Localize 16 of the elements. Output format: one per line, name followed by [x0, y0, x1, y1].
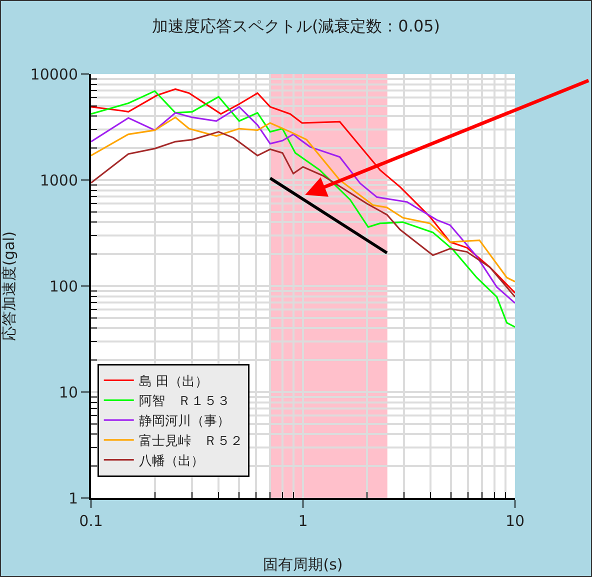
- legend-label: 島 田（出）: [138, 374, 208, 390]
- y-tick-label: 100: [49, 277, 78, 296]
- legend-label: 静岡河川（事）: [138, 414, 230, 430]
- y-tick-label: 1: [68, 489, 78, 508]
- x-axis-title: 固有周期(s): [263, 556, 343, 574]
- y-axis-title: 応答加速度(gal): [0, 231, 18, 341]
- x-tick-label: 1: [298, 512, 308, 530]
- chart-title: 加速度応答スペクトル(減衰定数：0.05): [152, 16, 440, 36]
- x-tick-label: 10: [505, 512, 525, 530]
- legend-label: 阿智 Ｒ１５３: [138, 394, 230, 410]
- y-tick-label: 10000: [30, 65, 78, 84]
- legend-label: 八幡（出）: [138, 454, 204, 469]
- legend-label: 富士見峠 Ｒ５２: [138, 433, 243, 450]
- y-tick-label: 10: [58, 383, 78, 402]
- x-tick-label: 0.1: [79, 512, 103, 530]
- y-tick-label: 1000: [40, 171, 78, 190]
